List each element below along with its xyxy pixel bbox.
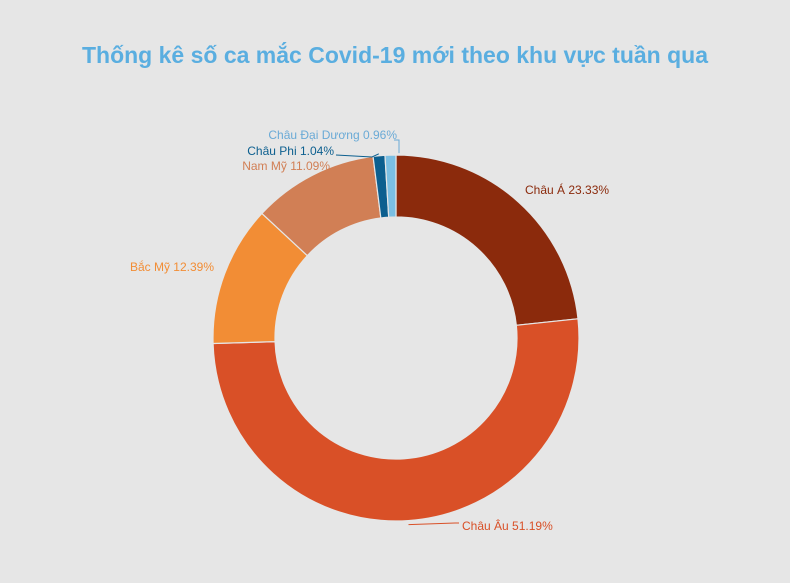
slice-chau-au [212, 318, 580, 522]
leader-lines [335, 139, 459, 526]
slice-label-chau-phi: Châu Phi 1.04% [247, 144, 334, 158]
leader-line-chau-au [408, 522, 459, 526]
slice-label-chau-dai-duong: Châu Đại Dương 0.96% [268, 128, 397, 142]
slice-labels: Châu Á 23.33% Châu Âu 51.19% Bắc Mỹ 12.39%… [130, 128, 609, 533]
slice-label-bac-my: Bắc Mỹ 12.39% [130, 259, 214, 274]
leader-line-chau-dai-duong [394, 139, 400, 154]
slice-chau-a [395, 154, 579, 326]
chart-title: Thống kê số ca mắc Covid-19 mới theo khu… [81, 42, 709, 68]
slices-group [212, 154, 580, 522]
slice-label-nam-my: Nam Mỹ 11.09% [242, 159, 330, 173]
leader-line-chau-phi [335, 153, 380, 158]
slice-label-chau-a: Châu Á 23.33% [525, 182, 609, 197]
slice-label-chau-au: Châu Âu 51.19% [462, 518, 553, 533]
slice-chau-dai-duong [384, 154, 397, 218]
